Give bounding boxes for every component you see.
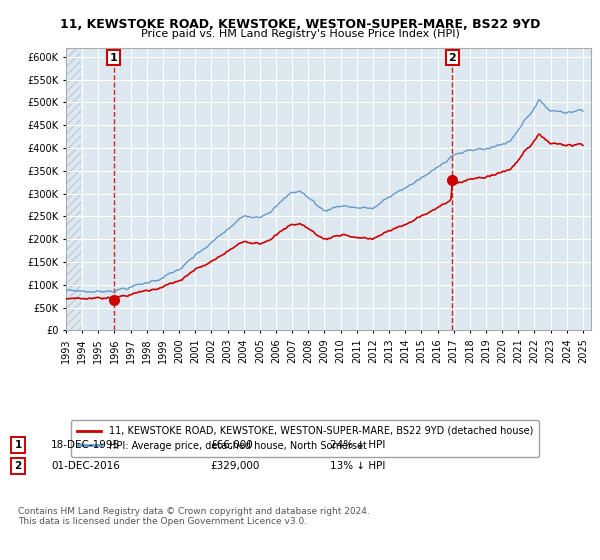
- Text: 01-DEC-2016: 01-DEC-2016: [51, 461, 120, 471]
- Text: £66,000: £66,000: [210, 440, 253, 450]
- Text: 1: 1: [14, 440, 22, 450]
- Text: Contains HM Land Registry data © Crown copyright and database right 2024.
This d: Contains HM Land Registry data © Crown c…: [18, 507, 370, 526]
- Text: 2: 2: [14, 461, 22, 471]
- Text: 18-DEC-1995: 18-DEC-1995: [51, 440, 120, 450]
- Text: 1: 1: [110, 53, 118, 63]
- Text: 11, KEWSTOKE ROAD, KEWSTOKE, WESTON-SUPER-MARE, BS22 9YD: 11, KEWSTOKE ROAD, KEWSTOKE, WESTON-SUPE…: [60, 18, 540, 31]
- Text: 13% ↓ HPI: 13% ↓ HPI: [330, 461, 385, 471]
- Text: 2: 2: [449, 53, 456, 63]
- Bar: [66, 48, 80, 330]
- Text: Price paid vs. HM Land Registry's House Price Index (HPI): Price paid vs. HM Land Registry's House …: [140, 29, 460, 39]
- Text: £329,000: £329,000: [210, 461, 259, 471]
- Legend: 11, KEWSTOKE ROAD, KEWSTOKE, WESTON-SUPER-MARE, BS22 9YD (detached house), HPI: : 11, KEWSTOKE ROAD, KEWSTOKE, WESTON-SUPE…: [71, 420, 539, 456]
- Text: 24% ↓ HPI: 24% ↓ HPI: [330, 440, 385, 450]
